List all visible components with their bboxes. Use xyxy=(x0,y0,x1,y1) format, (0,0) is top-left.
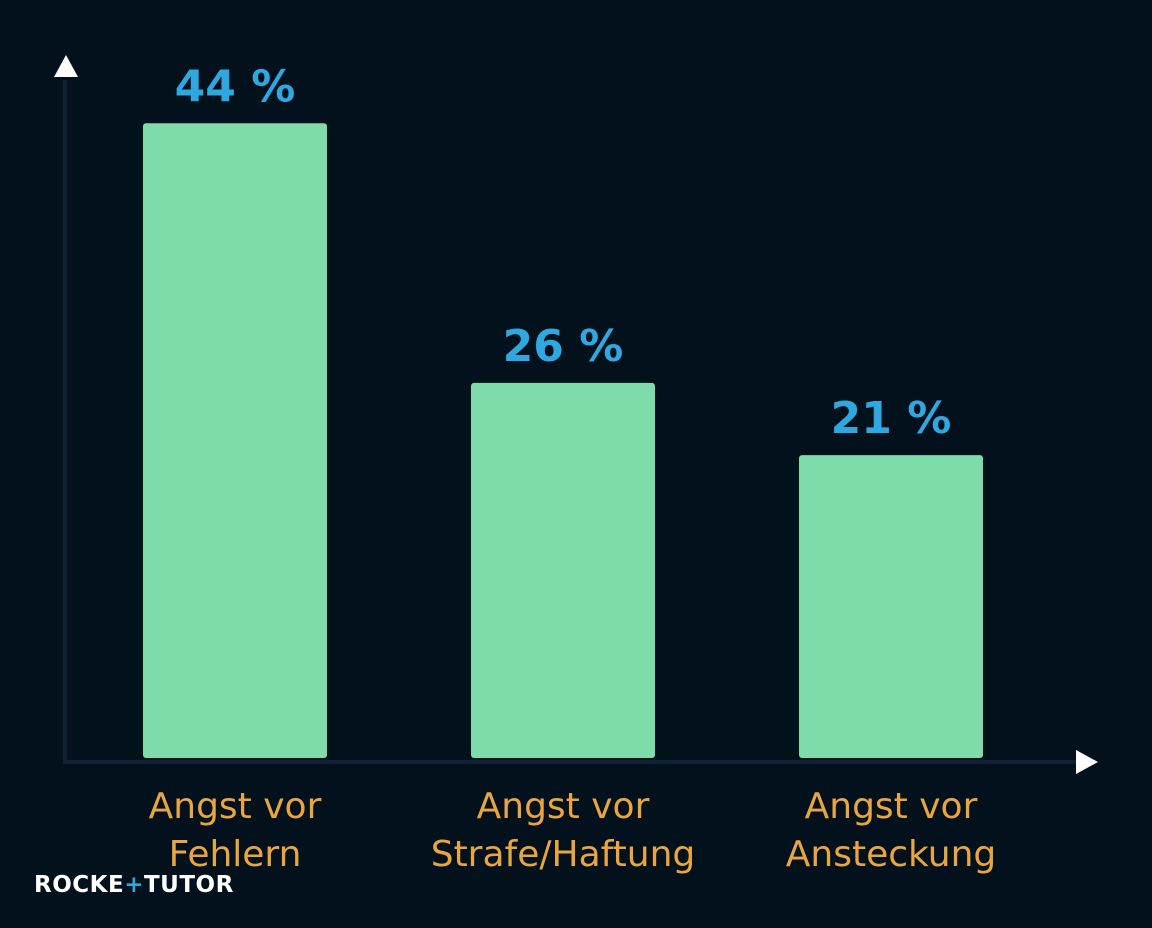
logo-plus-icon: + xyxy=(124,872,144,898)
category-label-1-line-1: Angst vor xyxy=(149,786,322,827)
category-label-1-line-2: Fehlern xyxy=(169,834,302,875)
value-label-2: 26 % xyxy=(503,321,624,372)
value-label-3: 21 % xyxy=(831,393,952,444)
logo-text-rocke: ROCKE xyxy=(34,872,125,898)
category-label-2-line-1: Angst vor xyxy=(477,786,650,827)
category-label-2-line-2: Strafe/Haftung xyxy=(431,834,696,875)
value-labels: 44 % 26 % 21 % xyxy=(175,61,952,444)
bars xyxy=(143,123,983,758)
bar-1 xyxy=(143,123,327,758)
category-label-3-line-2: Ansteckung xyxy=(786,834,996,875)
category-label-3-line-1: Angst vor xyxy=(805,786,978,827)
x-axis-arrow-icon xyxy=(1076,750,1098,774)
category-labels: Angst vor Fehlern Angst vor Strafe/Haftung A… xyxy=(149,786,997,875)
y-axis-arrow-icon xyxy=(54,55,78,77)
value-label-1: 44 % xyxy=(175,61,296,112)
bar-3 xyxy=(799,455,983,758)
bar-2 xyxy=(471,382,655,758)
logo-text-tutor: TUTOR xyxy=(143,872,234,898)
rocketutor-logo: ROCKE+TUTOR xyxy=(34,870,234,900)
